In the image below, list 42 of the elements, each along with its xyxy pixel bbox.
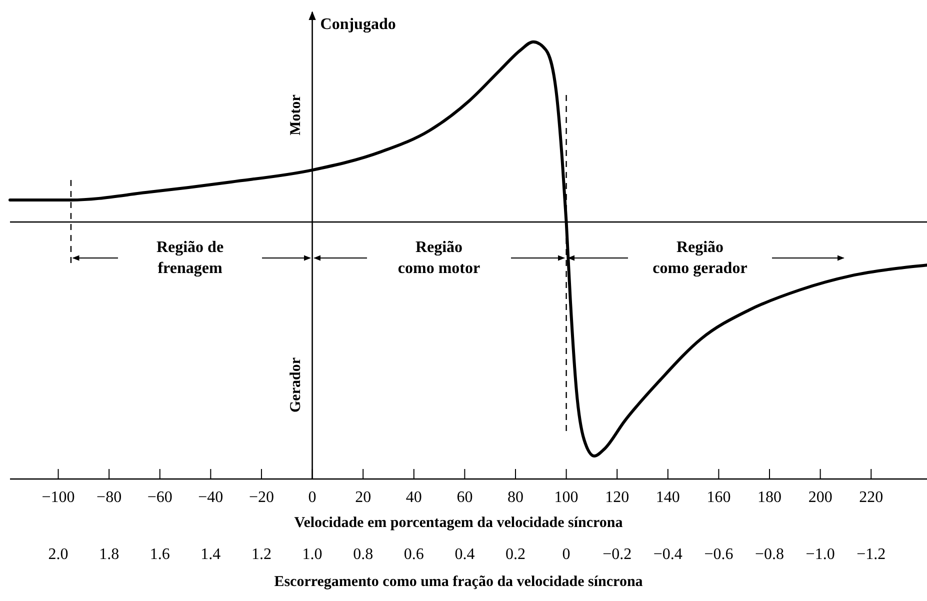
x2-tick-label: −0.6 <box>704 546 734 563</box>
x-tick-label: −60 <box>147 489 172 506</box>
annotation: Região como gerador <box>652 239 748 277</box>
x2-tick-label: −1.2 <box>856 546 886 563</box>
x2-tick-label: −1.0 <box>806 546 835 563</box>
x2-tick-label: −0.2 <box>602 546 632 563</box>
x-tick-label: 120 <box>605 489 630 506</box>
y-axis-title: Conjugado <box>320 16 396 33</box>
x2-tick-label: 0.6 <box>404 546 424 563</box>
x-tick-label: 60 <box>456 489 473 506</box>
x2-tick-label: 2.0 <box>48 546 68 563</box>
annotation: Região de frenagem <box>156 239 224 277</box>
x-tick-label: 80 <box>507 489 524 506</box>
annotation: Motor <box>288 94 304 136</box>
annotation: Região como motor <box>398 239 480 277</box>
x2-tick-label: 1.8 <box>99 546 120 563</box>
x-tick-label: −40 <box>198 489 224 506</box>
x-tick-label: 140 <box>656 489 680 506</box>
x2-tick-label: 0 <box>562 546 570 563</box>
x2-tick-label: 0.2 <box>505 546 526 563</box>
x-tick-label: −80 <box>96 489 122 506</box>
x2-axis-title: Escorregamento como uma fração da velocidade síncrona <box>274 574 644 590</box>
x2-tick-label: 1.0 <box>302 546 322 563</box>
x-tick-label: 0 <box>308 489 316 506</box>
x-tick-label: 180 <box>758 489 782 506</box>
x2-tick-label: 1.6 <box>150 546 170 563</box>
x-axis-title: Velocidade em porcentagem da velocidade síncrona <box>294 515 624 531</box>
x-tick-label: 100 <box>554 489 578 506</box>
x-tick-label: 20 <box>355 489 372 506</box>
x2-tick-label: −0.4 <box>653 546 682 563</box>
annotation: Gerador <box>288 357 304 412</box>
x2-tick-label: −0.8 <box>754 546 784 563</box>
x-tick-label: 200 <box>808 489 832 506</box>
x-tick-label: 220 <box>859 489 884 506</box>
x2-tick-label: 0.8 <box>353 546 374 563</box>
x2-tick-label: 1.4 <box>200 546 221 563</box>
x-tick-label: −20 <box>248 489 274 506</box>
x2-tick-label: 0.4 <box>454 546 475 563</box>
x-tick-label: 40 <box>406 489 422 506</box>
x-tick-label: −100 <box>42 489 75 506</box>
x-tick-label: 160 <box>706 489 731 506</box>
x2-tick-label: 1.2 <box>251 546 272 563</box>
